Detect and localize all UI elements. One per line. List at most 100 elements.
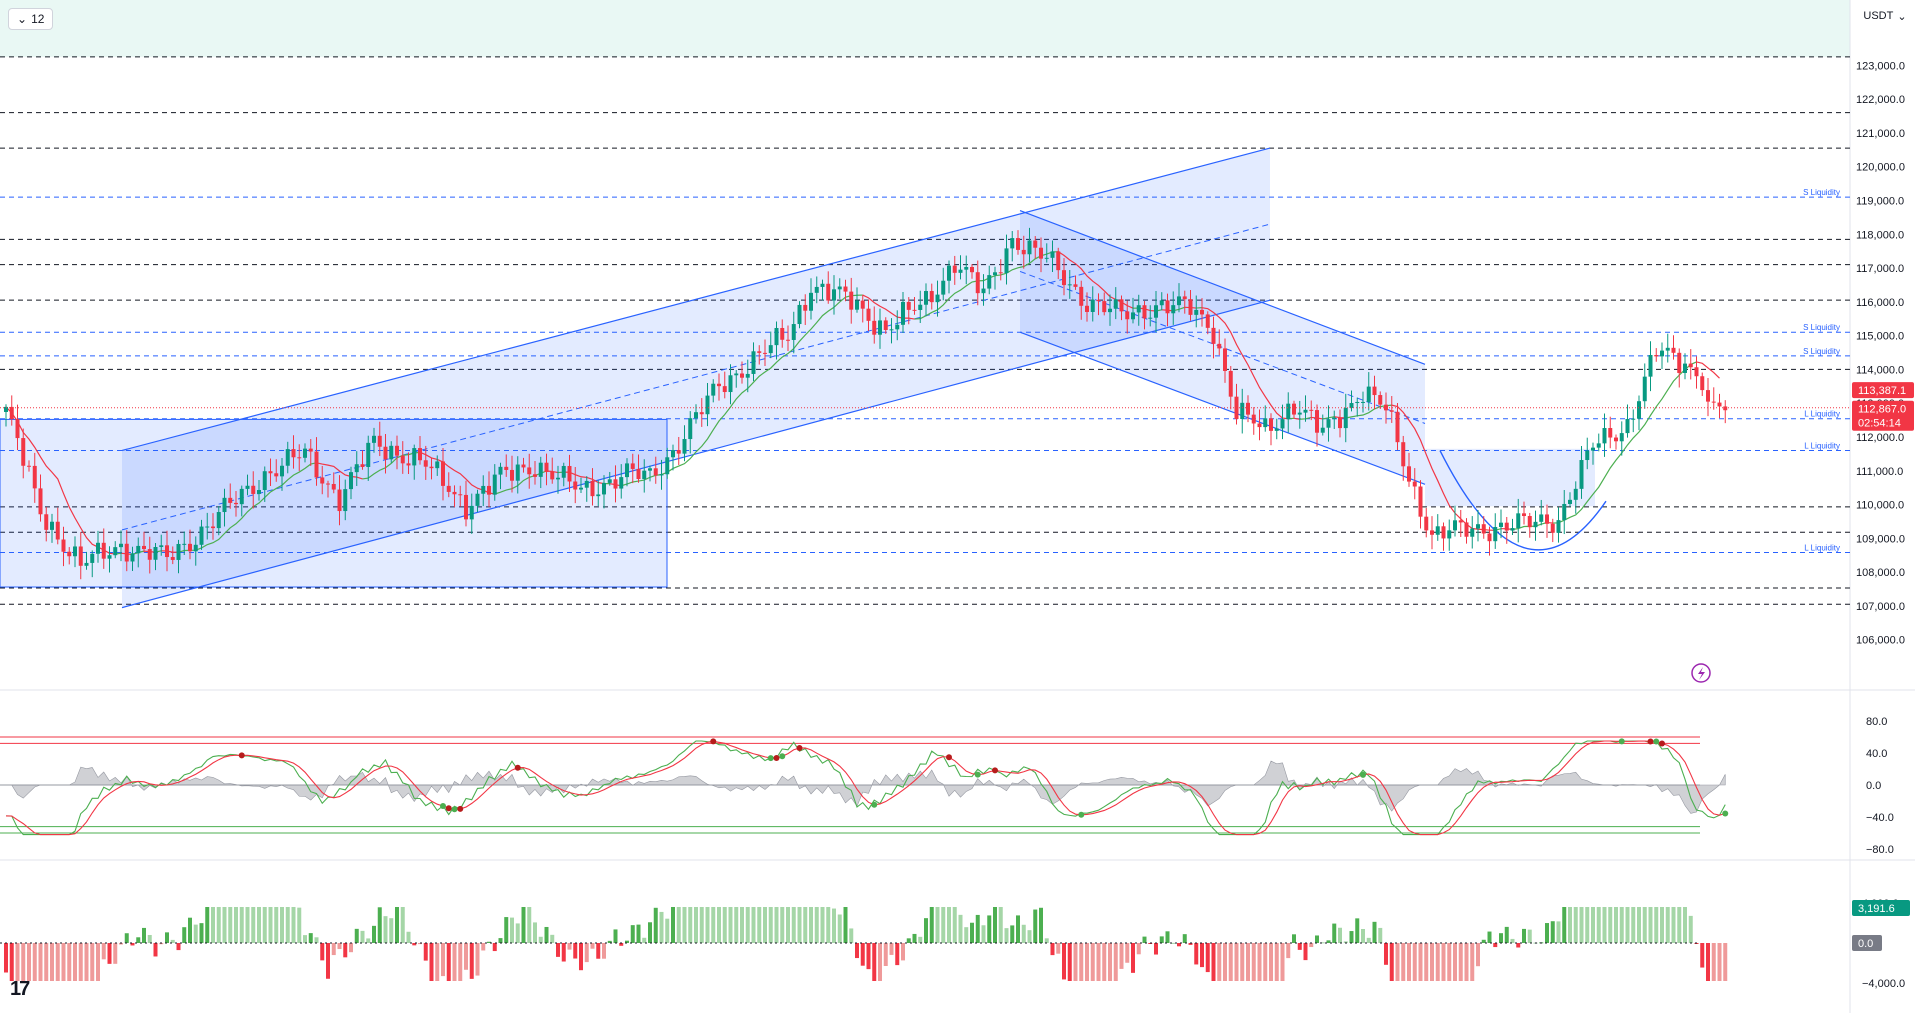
candle-body [1309, 410, 1313, 411]
candle-body [1511, 528, 1515, 531]
candle-body [85, 563, 89, 566]
candle-body [1637, 401, 1641, 419]
candle-body [154, 547, 158, 560]
candle-body [959, 270, 963, 273]
candle-body [493, 475, 497, 495]
candle-body [205, 527, 209, 528]
candle-body [1534, 522, 1538, 527]
candle-body [660, 474, 664, 475]
histogram-bar [1269, 943, 1273, 981]
candle-body [1344, 408, 1348, 428]
histogram-bar [1545, 923, 1549, 943]
candle-body [861, 301, 865, 309]
histogram-bar [1332, 924, 1336, 943]
candle [1683, 353, 1687, 379]
candle [1534, 511, 1538, 541]
candle-body [918, 305, 922, 310]
histogram-bar [1292, 934, 1296, 943]
histogram-bar [125, 933, 129, 943]
candle-body [907, 302, 911, 310]
chevron-down-icon: ⌄ [1897, 10, 1906, 23]
candle-body [33, 466, 37, 488]
candle-body [1447, 530, 1451, 538]
histogram-bar [734, 907, 738, 943]
histogram-bar [1235, 943, 1239, 981]
price-tick-label: 123,000.0 [1856, 60, 1905, 72]
ascending-channel [122, 148, 1270, 608]
candle-body [625, 463, 629, 477]
candle-body [872, 321, 876, 335]
histogram-bar [67, 943, 71, 981]
candle [1459, 510, 1463, 537]
histogram-bar [1367, 938, 1371, 943]
candle-body [1568, 500, 1572, 504]
histogram-bar [861, 943, 865, 966]
interval-button[interactable]: ⌄ 12 [8, 8, 53, 30]
oscillator-tick-label: −40.0 [1866, 812, 1894, 824]
histogram-bar [1660, 907, 1664, 943]
histogram-bar [430, 943, 434, 981]
candle-body [1373, 387, 1377, 395]
histogram-bar [867, 943, 871, 969]
candle-body [1062, 270, 1066, 285]
candle-body [1654, 355, 1658, 356]
currency-selector[interactable]: USDT ⌄ [1855, 0, 1915, 32]
candle-body [251, 486, 255, 494]
candle-body [947, 266, 951, 281]
histogram-bar [573, 943, 577, 959]
crossover-dot [446, 805, 452, 811]
candle-body [1010, 238, 1014, 248]
crossover-dot [797, 745, 803, 751]
histogram-bar [1143, 937, 1147, 943]
candle-body [1068, 284, 1072, 285]
candle-body [389, 446, 393, 460]
candle-body [435, 461, 439, 468]
histogram-bar [809, 907, 813, 943]
close-price-tag-text: 02:54:14 [1858, 418, 1901, 430]
candle-body [987, 275, 991, 288]
candle-body [1292, 404, 1296, 415]
histogram-bar [1085, 943, 1089, 981]
histogram-bar [292, 907, 296, 943]
histogram-bar [1068, 943, 1072, 981]
histogram-bar [44, 943, 48, 981]
candle-body [96, 543, 100, 554]
candle-body [809, 293, 813, 311]
candle-body [1436, 526, 1440, 534]
histogram-bar [1131, 943, 1135, 973]
histogram-bar [297, 908, 301, 943]
candle-body [993, 272, 997, 275]
candle-body [1206, 314, 1210, 327]
histogram-bar [924, 918, 928, 943]
histogram-bar [1631, 907, 1635, 943]
candle-body [694, 412, 698, 418]
candle-body [1528, 516, 1532, 527]
histogram-bar [1654, 907, 1658, 943]
price-tick-label: 118,000.0 [1856, 229, 1904, 241]
candle-body [1574, 489, 1578, 500]
crossover-dot [1619, 738, 1625, 744]
candle-body [924, 291, 928, 305]
candle-body [941, 281, 945, 295]
histogram-bar [556, 943, 560, 957]
candle-body [292, 449, 296, 457]
histogram-bar [50, 943, 54, 981]
candle-body [1016, 238, 1020, 250]
candle-body [177, 544, 181, 560]
histogram-bar [947, 907, 951, 943]
candle-body [1148, 318, 1152, 319]
histogram-bar [729, 907, 733, 943]
histogram-bar [591, 943, 595, 949]
histogram-bar [1718, 943, 1722, 981]
candle [1689, 349, 1693, 379]
histogram-bar [142, 928, 146, 943]
histogram-bar [1608, 907, 1612, 943]
candle-body [194, 545, 198, 551]
candle-body [136, 546, 140, 553]
histogram-bar [240, 907, 244, 943]
candle-body [867, 309, 871, 321]
candle-body [1229, 371, 1233, 397]
histogram-bar [395, 907, 399, 943]
